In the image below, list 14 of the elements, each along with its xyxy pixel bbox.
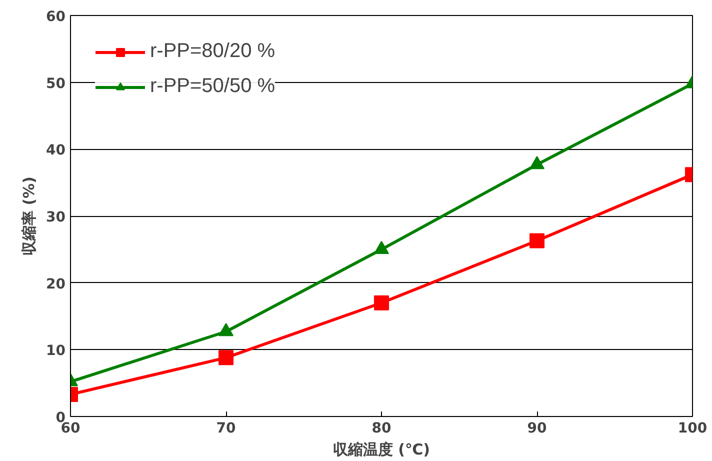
y-tick-label: 50 bbox=[46, 76, 66, 92]
x-tick-label: 70 bbox=[216, 420, 236, 436]
y-tick-label: 60 bbox=[46, 9, 66, 25]
x-tick-label: 100 bbox=[678, 420, 708, 436]
y-tick-label: 30 bbox=[46, 210, 66, 226]
x-tick-label: 80 bbox=[372, 420, 392, 436]
y-axis-title: 収縮率 (%) bbox=[20, 176, 38, 256]
y-tick-label: 40 bbox=[46, 142, 66, 159]
x-axis-title: 収縮温度 (℃) bbox=[332, 440, 430, 458]
legend-label: r-PP=50/50 % bbox=[150, 75, 276, 98]
legend-label: r-PP=80/20 % bbox=[150, 40, 276, 63]
x-tick-label: 90 bbox=[527, 420, 547, 436]
y-tick-label: 20 bbox=[46, 276, 66, 292]
y-tick-label: 10 bbox=[46, 343, 66, 360]
